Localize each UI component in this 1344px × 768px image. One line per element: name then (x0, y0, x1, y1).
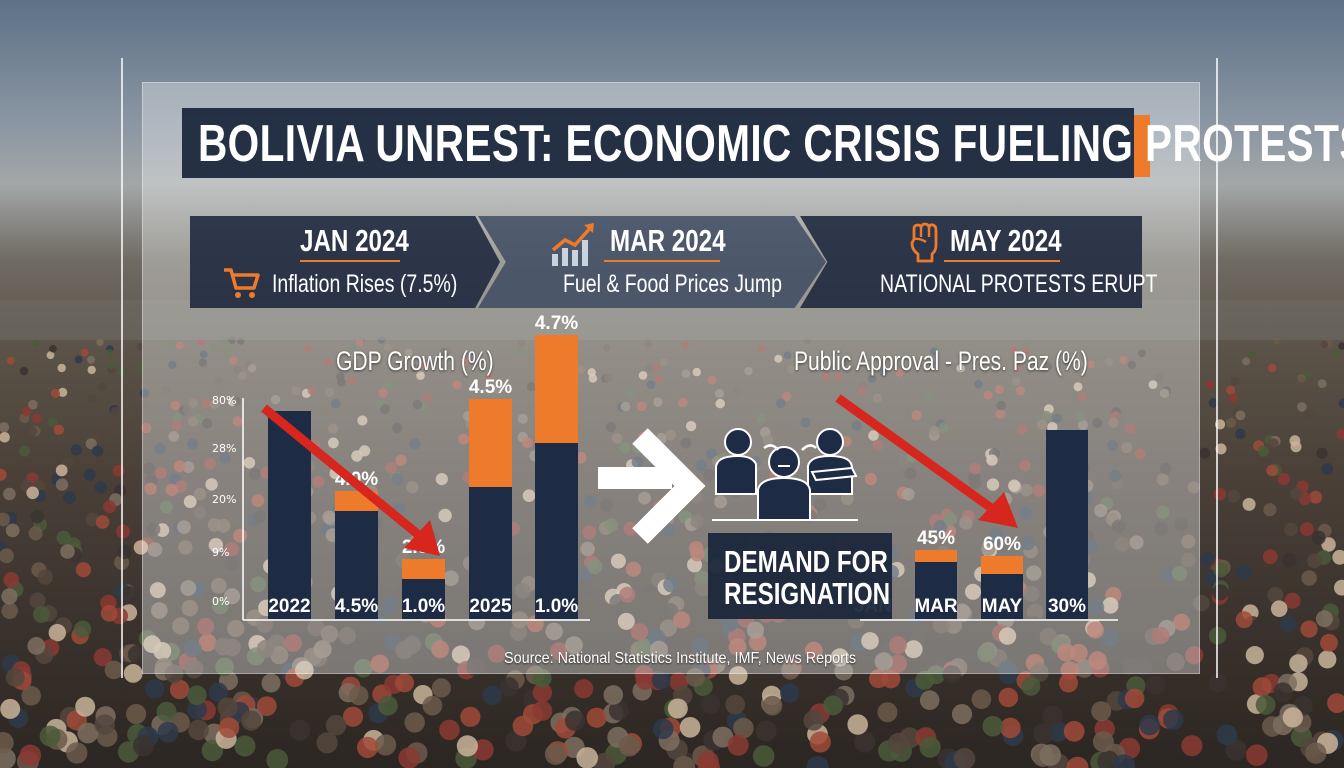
infographic-panel (142, 82, 1200, 674)
gdp-category-label: 2022 (268, 596, 310, 617)
demand-line-1: DEMAND FOR (724, 544, 888, 579)
timeline-label: Inflation Rises (7.5%) (272, 270, 458, 298)
approval-bar (1046, 430, 1088, 619)
approval-bar-segment (915, 550, 957, 562)
gdp-tick-label: 9% (212, 546, 229, 559)
protesters-icon (712, 428, 858, 521)
gdp-data-label: 4.7% (535, 313, 578, 334)
timeline-underline (300, 260, 400, 262)
gdp-bar-segment (469, 399, 512, 487)
gdp-category-label: 1.0% (535, 596, 578, 617)
gdp-data-label: 4.5% (469, 377, 512, 398)
frame-line-right (1216, 58, 1218, 678)
gdp-trend-arrow (261, 404, 423, 540)
gdp-tick-label: 80% (212, 394, 236, 407)
gdp-category-label: 2025 (469, 596, 512, 617)
timeline-step-jan (190, 216, 500, 308)
gdp-trend-arrowhead (404, 520, 440, 556)
rising-chart-icon (551, 223, 594, 266)
approval-trend-arrowhead (978, 492, 1018, 528)
shopping-cart-icon (224, 268, 260, 298)
timeline-label: NATIONAL PROTESTS ERUPT (880, 270, 1158, 298)
gdp-bar-segment (535, 335, 578, 443)
timeline-step-mar (478, 216, 826, 308)
title-bar (182, 108, 1134, 178)
page-title: BOLIVIA UNREST: ECONOMIC CRISIS FUELING … (198, 115, 1344, 173)
approval-trend-arrow (835, 394, 997, 514)
title-accent (1134, 115, 1150, 177)
approval-category-label: 30% (1048, 596, 1086, 617)
gdp-bar (335, 511, 378, 619)
gdp-bar-segment (402, 559, 445, 579)
approval-data-label: 60% (983, 534, 1021, 555)
gdp-category-label: 1.0% (402, 596, 445, 617)
timeline-date: MAY 2024 (950, 223, 1062, 258)
timeline-underline (604, 260, 720, 262)
approval-bar-segment (981, 556, 1023, 574)
timeline-date: MAR 2024 (610, 223, 726, 258)
approval-category-label: MAY (982, 596, 1023, 617)
timeline-step-may (800, 216, 1142, 308)
timeline-date: JAN 2024 (300, 223, 409, 258)
approval-bar (981, 574, 1023, 619)
gdp-tick-label: 20% (212, 493, 236, 506)
raised-fist-icon (910, 222, 938, 263)
demand-box (708, 533, 892, 619)
approval-chart-title: Public Approval - Pres. Paz (%) (794, 346, 1088, 376)
right-arrow-icon (598, 428, 706, 544)
frame-line-left (121, 58, 123, 678)
approval-category-label: MAR (914, 596, 958, 617)
approval-data-label: 45% (917, 528, 955, 549)
timeline-label: Fuel & Food Prices Jump (563, 270, 782, 298)
gdp-tick-label: 28% (212, 442, 236, 455)
gdp-bar (469, 487, 512, 619)
gdp-tick-label: 0% (212, 595, 229, 608)
source-note: Source: National Statistics Institute, I… (504, 650, 857, 667)
gdp-bar (535, 443, 578, 619)
gdp-chart-title: GDP Growth (%) (336, 346, 494, 376)
gdp-category-label: 4.5% (335, 596, 378, 617)
demand-line-2: RESIGNATION (724, 576, 891, 611)
approval-bar (915, 562, 957, 619)
gdp-bar (402, 579, 445, 619)
timeline-underline (944, 260, 1060, 262)
